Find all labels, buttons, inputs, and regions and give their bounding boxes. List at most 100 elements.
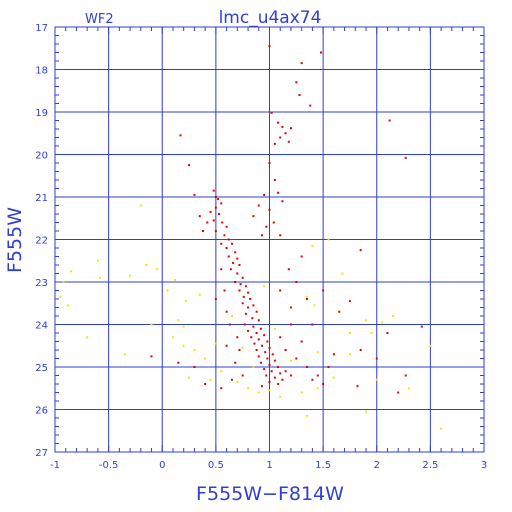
yellow-star-point — [273, 327, 276, 330]
red-star-point — [220, 242, 223, 245]
red-star-point — [214, 196, 217, 198]
red-star-point — [255, 310, 258, 313]
red-star-point — [179, 134, 182, 137]
red-star-point — [265, 374, 268, 377]
yellow-star-point — [327, 238, 330, 241]
red-star-point — [244, 285, 247, 288]
red-star-point — [234, 361, 237, 364]
red-star-point — [241, 374, 244, 377]
red-star-point — [244, 312, 247, 315]
red-star-point — [287, 140, 290, 143]
red-star-point — [260, 385, 263, 388]
red-star-point — [252, 304, 255, 307]
red-star-point — [220, 202, 223, 205]
y-tick-label: 25 — [35, 363, 48, 374]
red-star-point — [263, 193, 266, 196]
red-star-point — [252, 325, 255, 328]
red-star-point — [300, 62, 303, 65]
yellow-star-point — [198, 293, 201, 296]
red-star-point — [264, 351, 267, 354]
red-star-point — [241, 276, 244, 279]
yellow-star-point — [407, 387, 410, 390]
red-star-point — [273, 142, 276, 145]
x-tick-label: 2.5 — [422, 460, 438, 471]
red-star-point — [257, 338, 260, 341]
y-tick-label: 22 — [35, 236, 48, 247]
x-tick-label: 1.5 — [315, 460, 331, 471]
red-star-point — [289, 306, 292, 309]
red-star-point — [386, 332, 389, 334]
yellow-star-point — [139, 204, 142, 207]
yellow-star-point — [129, 274, 132, 277]
red-star-point — [259, 327, 262, 330]
red-star-point — [238, 289, 241, 292]
red-star-point — [322, 383, 325, 385]
x-tick-label: 2 — [374, 460, 380, 471]
plot-frame — [54, 26, 485, 453]
yellow-star-point — [150, 323, 153, 326]
yellow-star-point — [268, 389, 271, 392]
red-star-point — [295, 281, 298, 283]
red-star-point — [193, 193, 196, 196]
red-star-point — [266, 357, 269, 360]
red-star-point — [268, 45, 271, 48]
yellow-star-point — [391, 315, 394, 317]
red-star-point — [212, 219, 215, 222]
red-star-point — [260, 344, 263, 347]
grid-lines — [54, 26, 485, 453]
red-star-point — [247, 291, 250, 294]
yellow-star-point — [62, 281, 65, 283]
red-star-point — [404, 156, 407, 159]
red-star-point — [225, 225, 228, 228]
yellow-star-point — [429, 344, 432, 347]
yellow-star-point — [370, 332, 373, 334]
red-star-point — [234, 281, 237, 283]
red-star-point — [289, 323, 292, 326]
y-tick-label: 17 — [35, 23, 48, 34]
red-star-points — [150, 45, 423, 394]
yellow-star-point — [306, 295, 309, 298]
red-star-point — [220, 387, 223, 390]
red-star-point — [257, 204, 260, 207]
red-star-point — [239, 283, 242, 286]
yellow-star-point — [348, 332, 351, 334]
chart-title: lmc_u4ax74 — [219, 8, 322, 28]
yellow-star-points — [59, 204, 443, 430]
red-star-point — [252, 215, 255, 218]
yellow-star-point — [289, 359, 292, 362]
yellow-star-point — [214, 342, 217, 345]
x-tick-labels: -1 -0.5 0 0.5 1 1.5 2 2.5 3 — [50, 460, 487, 471]
red-star-point — [238, 349, 241, 351]
x-tick-label: 1 — [266, 460, 272, 471]
red-star-point — [281, 200, 284, 203]
red-star-point — [247, 329, 250, 332]
red-star-point — [218, 213, 221, 215]
x-axis-title: F555W−F814W — [196, 483, 344, 505]
red-star-point — [311, 378, 314, 381]
yellow-star-point — [66, 304, 69, 307]
yellow-star-point — [188, 376, 191, 379]
red-star-point — [295, 81, 298, 84]
red-star-point — [257, 319, 260, 322]
red-star-point — [289, 374, 292, 377]
red-star-point — [348, 300, 351, 303]
red-star-point — [270, 111, 273, 114]
red-star-point — [281, 378, 284, 381]
red-star-point — [259, 361, 262, 364]
red-star-point — [277, 191, 280, 194]
red-star-point — [332, 353, 335, 356]
panel-label: WF2 — [85, 12, 114, 27]
red-star-point — [263, 368, 266, 371]
red-star-point — [234, 251, 237, 254]
red-star-point — [227, 255, 230, 258]
red-star-point — [281, 125, 284, 128]
y-tick-label: 23 — [35, 278, 48, 289]
red-star-point — [263, 334, 266, 337]
yellow-star-point — [209, 378, 212, 381]
red-star-point — [271, 353, 274, 356]
axis-ticks — [54, 26, 485, 453]
yellow-star-point — [332, 376, 335, 379]
yellow-star-point — [247, 387, 250, 390]
yellow-star-point — [236, 380, 239, 383]
